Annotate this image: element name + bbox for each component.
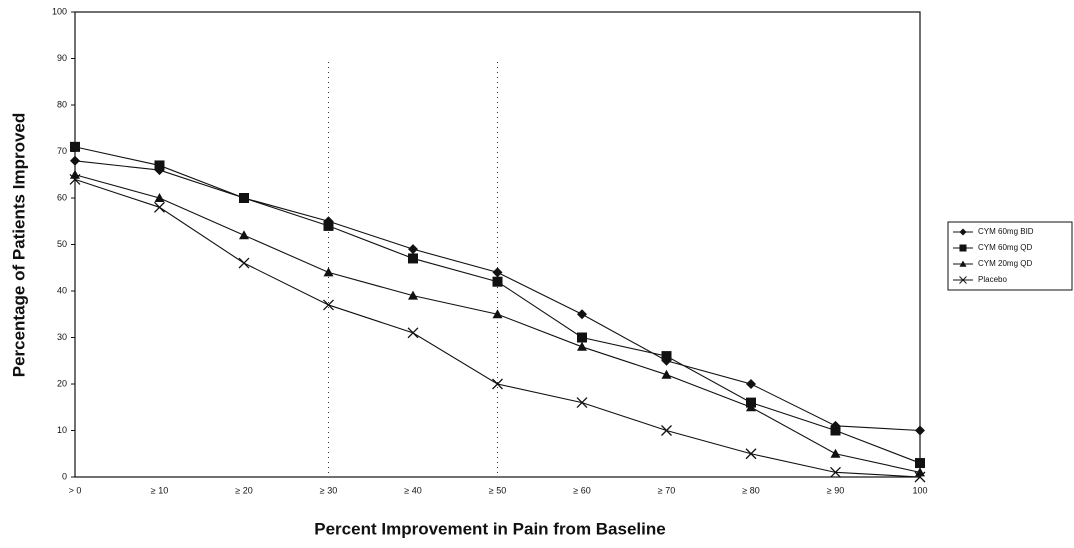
point <box>154 160 165 171</box>
point <box>915 425 925 436</box>
legend-label: Placebo <box>978 275 1007 284</box>
point <box>323 299 334 311</box>
point <box>69 173 81 185</box>
series-line <box>74 146 921 464</box>
point <box>239 193 249 203</box>
point <box>576 397 588 409</box>
point <box>154 201 165 213</box>
point <box>914 471 926 483</box>
legend-label: CYM 20mg QD <box>978 259 1032 268</box>
point <box>661 351 672 362</box>
point <box>661 369 672 379</box>
point <box>238 257 250 269</box>
y-tick-label: 30 <box>57 332 67 342</box>
point <box>408 253 418 264</box>
point <box>323 220 334 231</box>
point <box>830 448 841 458</box>
x-tick-label: ≥ 40 <box>404 485 421 495</box>
x-tick-label: ≥ 70 <box>658 485 675 495</box>
point <box>745 448 757 460</box>
point <box>323 267 334 277</box>
point <box>407 327 419 339</box>
y-tick-label: 80 <box>57 99 67 109</box>
point <box>408 290 418 300</box>
point <box>577 309 587 320</box>
legend-marker <box>959 228 967 236</box>
legend-label: CYM 60mg QD <box>978 243 1032 252</box>
legend-marker <box>959 260 967 267</box>
x-axis-title: Percent Improvement in Pain from Baselin… <box>314 519 665 538</box>
y-tick-label: 60 <box>57 192 67 202</box>
y-tick-label: 100 <box>52 6 67 16</box>
y-tick-label: 90 <box>57 53 67 63</box>
point <box>915 458 925 469</box>
point <box>492 276 503 287</box>
y-tick-label: 40 <box>57 285 67 295</box>
legend-label: CYM 60mg BID <box>978 227 1034 236</box>
y-tick-label: 70 <box>57 146 67 156</box>
x-tick-label: 100 <box>912 485 927 495</box>
point <box>577 332 587 343</box>
point <box>154 193 165 202</box>
point <box>830 425 841 436</box>
legend-marker <box>959 244 967 252</box>
x-tick-label: ≥ 60 <box>573 485 590 495</box>
point <box>661 425 672 436</box>
point <box>70 169 80 179</box>
point <box>577 341 587 351</box>
x-tick-label: ≥ 20 <box>235 485 252 495</box>
series-line <box>74 160 921 432</box>
y-axis-title: Percentage of Patients Improved <box>9 113 28 378</box>
x-tick-label: ≥ 90 <box>827 485 844 495</box>
y-tick-label: 20 <box>57 378 67 388</box>
point <box>70 155 80 166</box>
point <box>492 267 503 278</box>
legend-marker <box>959 276 967 284</box>
x-tick-label: ≥ 10 <box>151 485 168 495</box>
y-tick-label: 10 <box>57 425 67 435</box>
point <box>70 141 80 152</box>
y-tick-label: 50 <box>57 239 67 249</box>
point <box>830 466 841 478</box>
point <box>492 309 503 319</box>
legend-box <box>947 221 1073 291</box>
x-tick-label: ≥ 30 <box>320 485 337 495</box>
point <box>239 230 249 240</box>
point <box>408 244 418 255</box>
x-tick-label: ≥ 50 <box>489 485 506 495</box>
x-tick-label: > 0 <box>69 485 82 495</box>
point <box>746 402 756 412</box>
x-tick-label: ≥ 80 <box>742 485 759 495</box>
point <box>746 379 756 389</box>
point <box>492 378 503 390</box>
y-tick-label: 0 <box>62 471 67 481</box>
